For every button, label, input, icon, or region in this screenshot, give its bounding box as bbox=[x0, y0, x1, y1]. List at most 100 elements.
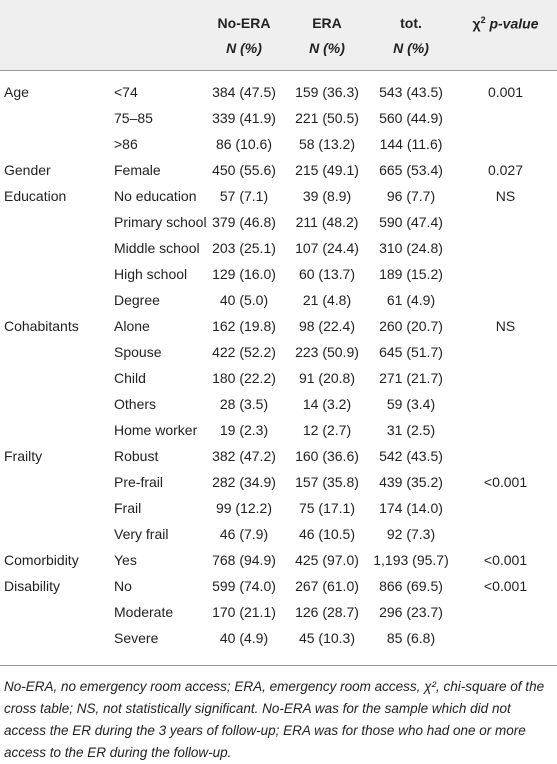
table-row: Primary school 379 (46.8) 211 (48.2) 590 (4… bbox=[0, 209, 557, 235]
cell-era: 126 (28.7) bbox=[295, 604, 359, 620]
cell-no-era: 162 (19.8) bbox=[212, 318, 276, 334]
table-row: Gender Female 450 (55.6) 215 (49.1) 665 (53.… bbox=[0, 157, 557, 183]
cell-p-value: <0.001 bbox=[483, 552, 528, 568]
cell-era: 425 (97.0) bbox=[295, 552, 359, 568]
group-label: Disability bbox=[4, 578, 61, 594]
cell-total: 189 (15.2) bbox=[379, 266, 443, 282]
data-table: No-ERA ERA tot. χ2 p-value N (%) N (%) N… bbox=[0, 0, 557, 666]
table-body: Age <74 384 (47.5) 159 (36.3) 543 (43.5) 0.00… bbox=[0, 71, 557, 666]
cell-no-era: 599 (74.0) bbox=[212, 578, 276, 594]
cell-no-era: 86 (10.6) bbox=[215, 136, 273, 152]
cell-era: 12 (2.7) bbox=[302, 422, 352, 438]
table-row: 75–85 339 (41.9) 221 (50.5) 560 (44.9) bbox=[0, 105, 557, 131]
cell-no-era: 379 (46.8) bbox=[212, 214, 276, 230]
group-label: Cohabitants bbox=[4, 318, 79, 334]
table-row: Disability No 599 (74.0) 267 (61.0) 866 (69.… bbox=[0, 573, 557, 599]
footnote: No-ERA, no emergency room access; ERA, e… bbox=[4, 679, 545, 760]
cell-total: 92 (7.3) bbox=[386, 526, 436, 542]
cell-era: 98 (22.4) bbox=[298, 318, 356, 334]
cell-era: 223 (50.9) bbox=[295, 344, 359, 360]
unit: N (%) bbox=[393, 40, 429, 56]
column-header: ERA bbox=[312, 15, 342, 31]
cell-total: 144 (11.6) bbox=[379, 136, 443, 152]
group-label: Frailty bbox=[4, 448, 43, 464]
row-label: Yes bbox=[114, 552, 137, 568]
cell-no-era: 170 (21.1) bbox=[212, 604, 276, 620]
group-label bbox=[0, 105, 114, 131]
table-row: Frailty Robust 382 (47.2) 160 (36.6) 542 (43… bbox=[0, 443, 557, 469]
unit: N (%) bbox=[309, 40, 345, 56]
cell-no-era: 129 (16.0) bbox=[212, 266, 276, 282]
cell-total: 85 (6.8) bbox=[368, 625, 454, 666]
table-row: Age <74 384 (47.5) 159 (36.3) 543 (43.5) 0.00… bbox=[0, 71, 557, 106]
cell-total: 645 (51.7) bbox=[379, 344, 443, 360]
cell-total: 174 (14.0) bbox=[379, 500, 443, 516]
cell-total: 560 (44.9) bbox=[379, 110, 443, 126]
group-label: Education bbox=[4, 188, 67, 204]
row-label: Moderate bbox=[114, 604, 174, 620]
table-row: >86 86 (10.6) 58 (13.2) 144 (11.6) bbox=[0, 131, 557, 157]
cell-no-era: 382 (47.2) bbox=[212, 448, 276, 464]
cell-p-value: <0.001 bbox=[483, 474, 528, 490]
cell-era: 215 (49.1) bbox=[295, 162, 359, 178]
cell-total: 542 (43.5) bbox=[379, 448, 443, 464]
cell-p-value: 0.027 bbox=[487, 162, 524, 178]
group-label bbox=[0, 339, 114, 365]
cell-no-era: 384 (47.5) bbox=[212, 84, 276, 100]
cell-no-era: 57 (7.1) bbox=[219, 188, 269, 204]
group-label bbox=[0, 391, 114, 417]
cell-p-value bbox=[454, 105, 557, 131]
cell-era: 58 (13.2) bbox=[298, 136, 356, 152]
cell-era: 91 (20.8) bbox=[298, 370, 356, 386]
group-label bbox=[0, 261, 114, 287]
table-row: Degree 40 (5.0) 21 (4.8) 61 (4.9) bbox=[0, 287, 557, 313]
cell-total: 61 (4.9) bbox=[386, 292, 436, 308]
cell-p-value bbox=[454, 443, 557, 469]
cell-era: 75 (17.1) bbox=[298, 500, 356, 516]
column-header: χ2 p-value bbox=[454, 0, 557, 35]
group-label bbox=[0, 287, 114, 313]
cell-era: 160 (36.6) bbox=[295, 448, 359, 464]
cell-total: 439 (35.2) bbox=[379, 474, 443, 490]
row-label: <74 bbox=[114, 84, 138, 100]
cell-no-era: 282 (34.9) bbox=[212, 474, 276, 490]
cell-no-era: 203 (25.1) bbox=[212, 240, 276, 256]
cell-p-value bbox=[454, 261, 557, 287]
cell-p-value bbox=[454, 495, 557, 521]
cell-total: 260 (20.7) bbox=[379, 318, 443, 334]
table-row: Others 28 (3.5) 14 (3.2) 59 (3.4) bbox=[0, 391, 557, 417]
table-row: High school 129 (16.0) 60 (13.7) 189 (15.2) bbox=[0, 261, 557, 287]
cell-p-value bbox=[454, 287, 557, 313]
unit-header: N (%) bbox=[368, 35, 454, 71]
chi-symbol: χ bbox=[472, 15, 481, 32]
row-label: Pre-frail bbox=[114, 474, 164, 490]
group-label bbox=[0, 495, 114, 521]
row-label: No bbox=[114, 578, 132, 594]
cell-no-era: 40 (4.9) bbox=[202, 625, 286, 666]
cell-p-value bbox=[454, 417, 557, 443]
cell-total: 96 (7.7) bbox=[386, 188, 436, 204]
group-label: Age bbox=[4, 84, 29, 100]
group-label bbox=[0, 235, 114, 261]
row-label: Female bbox=[114, 162, 161, 178]
cell-total: 1,193 (95.7) bbox=[373, 552, 449, 568]
group-label bbox=[0, 365, 114, 391]
cell-total: 59 (3.4) bbox=[386, 396, 436, 412]
cell-p-value: <0.001 bbox=[483, 578, 528, 594]
cell-p-value bbox=[454, 209, 557, 235]
row-label: Alone bbox=[114, 318, 150, 334]
row-label: Robust bbox=[114, 448, 159, 464]
p-label: p-value bbox=[489, 15, 539, 32]
row-label: Home worker bbox=[114, 422, 198, 438]
cell-era: 157 (35.8) bbox=[295, 474, 359, 490]
row-label: Child bbox=[114, 370, 146, 386]
cell-era: 14 (3.2) bbox=[302, 396, 352, 412]
cell-p-value bbox=[454, 599, 557, 625]
group-label bbox=[0, 469, 114, 495]
cell-era: 39 (8.9) bbox=[302, 188, 352, 204]
group-label bbox=[0, 209, 114, 235]
table-row: Pre-frail 282 (34.9) 157 (35.8) 439 (35.2) <… bbox=[0, 469, 557, 495]
group-label bbox=[0, 417, 114, 443]
cell-era: 107 (24.4) bbox=[295, 240, 359, 256]
